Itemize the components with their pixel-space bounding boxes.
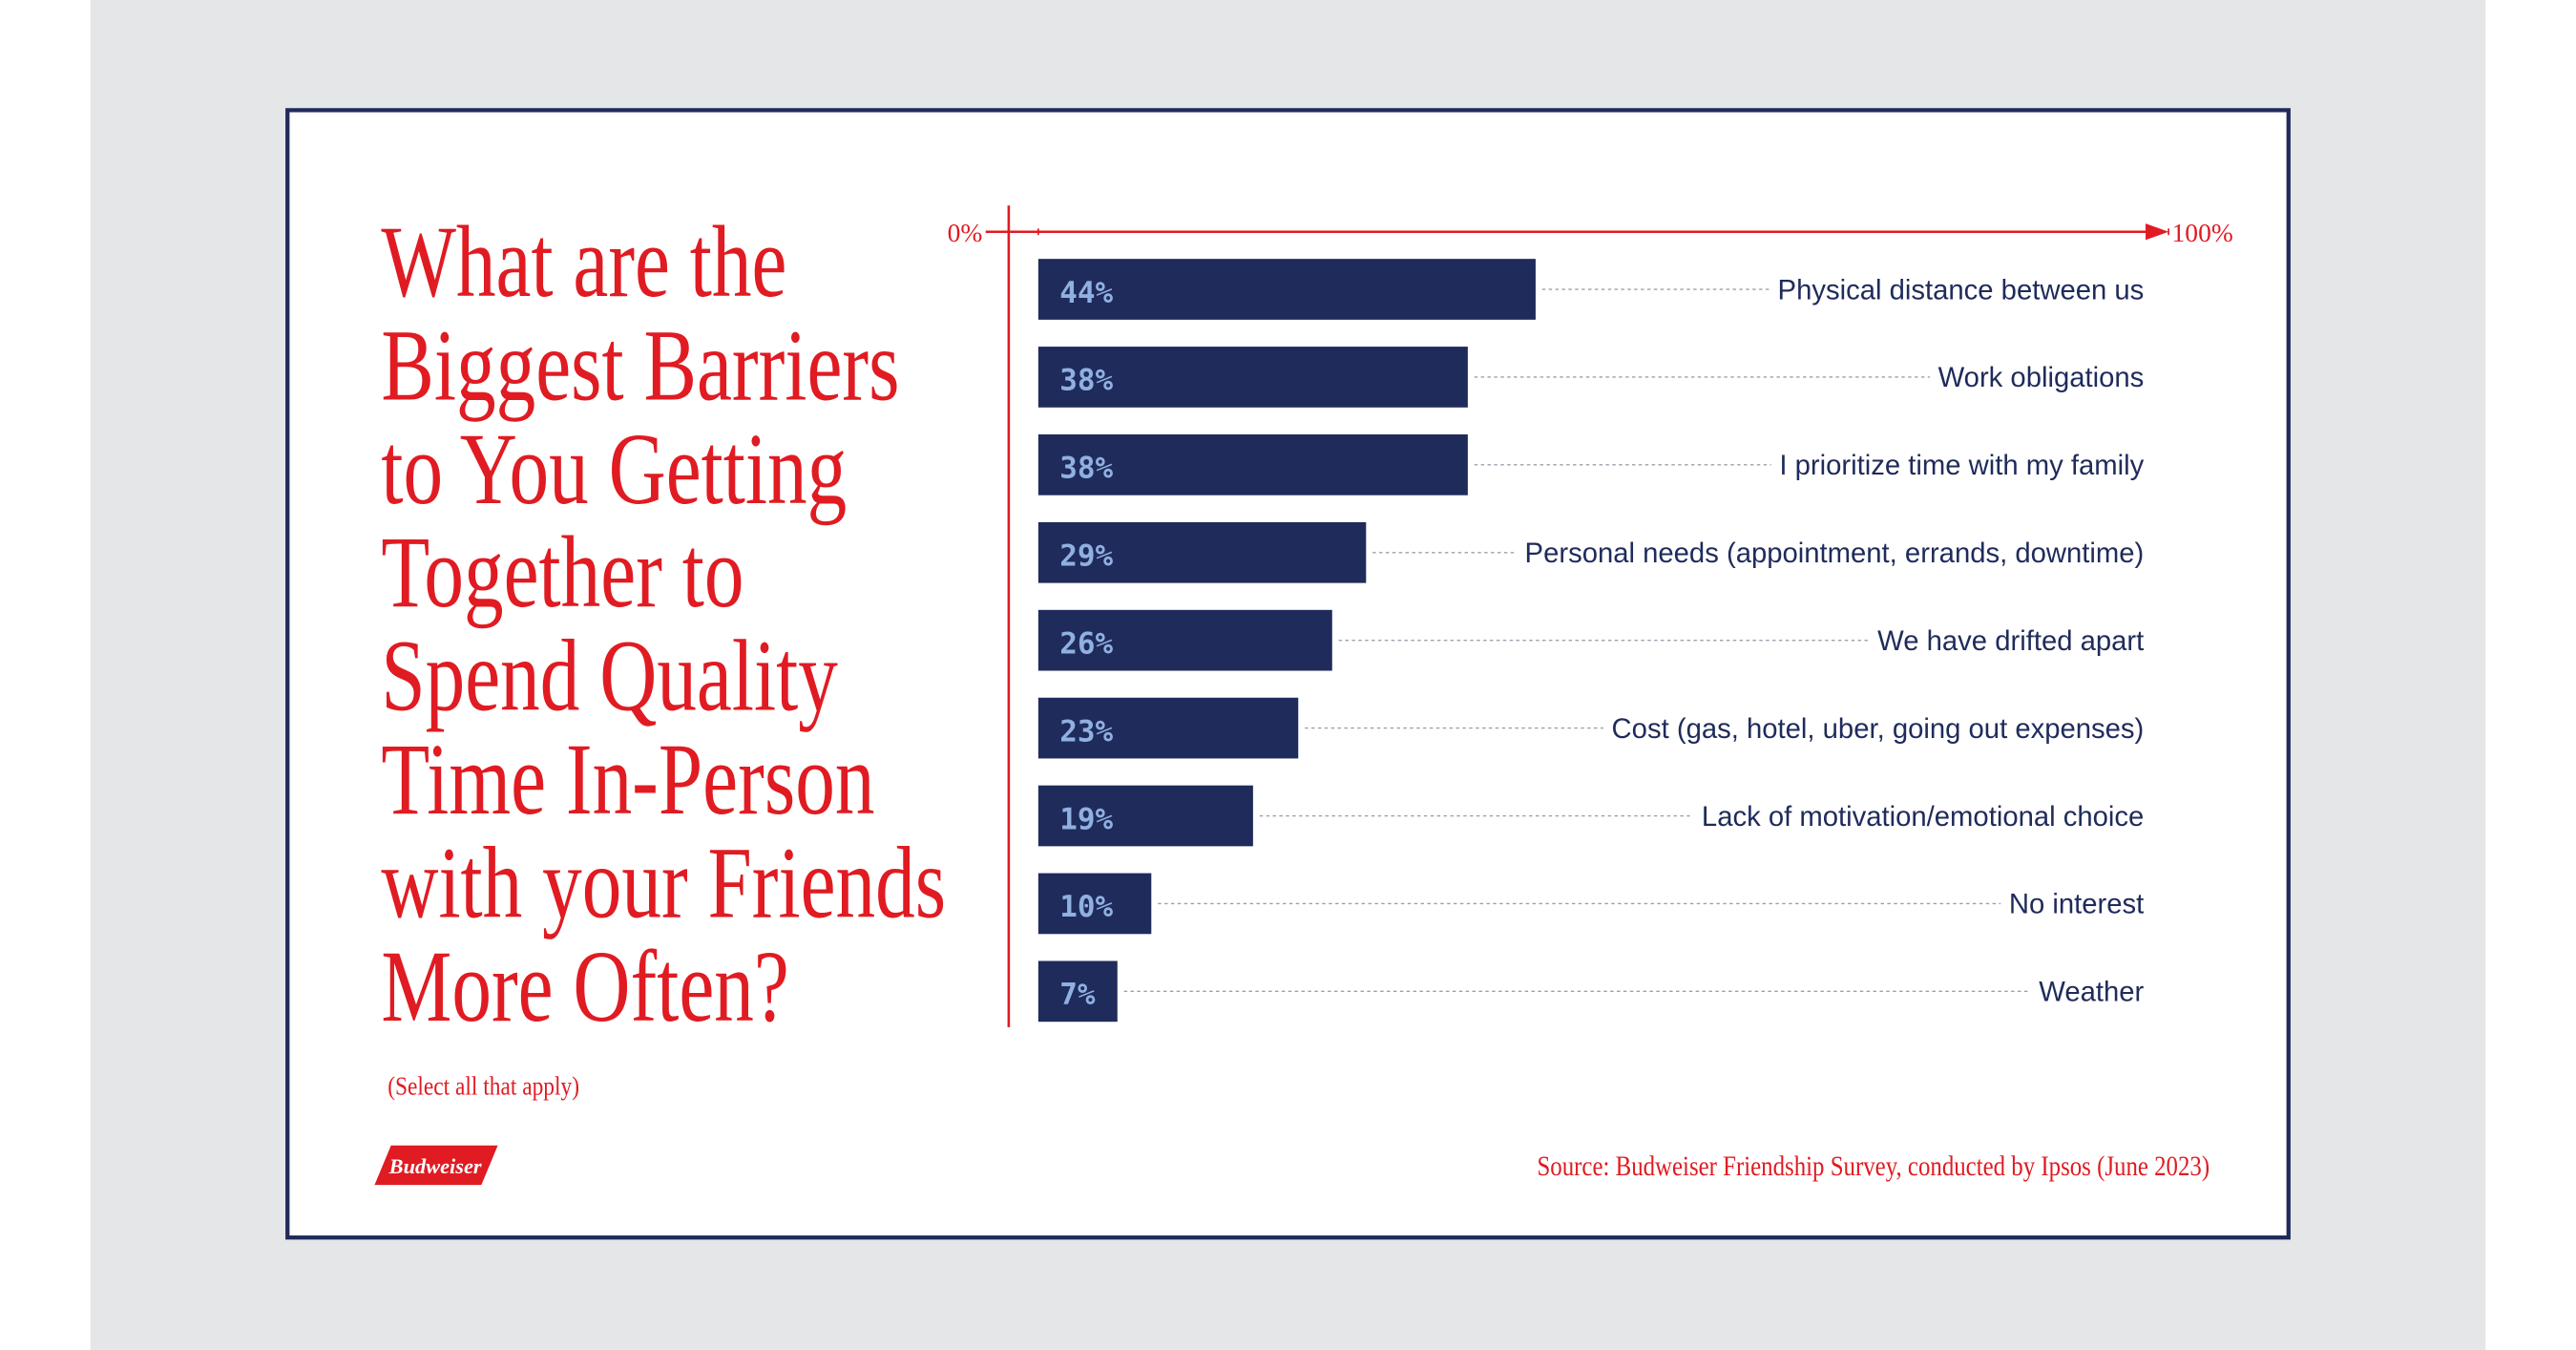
axis-arrow	[2146, 223, 2169, 241]
category-label: Work obligations	[1938, 363, 2145, 393]
value-label: 23%	[1059, 714, 1113, 749]
bar	[1037, 697, 1299, 759]
logo: Budweiser	[388, 1154, 482, 1178]
x-tick-label: 0%	[948, 218, 983, 247]
value-label: 38%	[1059, 364, 1113, 398]
x-tick-label: 100%	[2172, 218, 2233, 247]
logo-shape	[374, 1145, 498, 1186]
value-label: 44%	[1059, 276, 1113, 310]
category-label: I prioritize time with my family	[1779, 451, 2144, 481]
bar	[1037, 347, 1468, 408]
value-label: 29%	[1059, 539, 1113, 574]
value-label: 7%	[1059, 978, 1096, 1012]
category-label: Weather	[2039, 978, 2144, 1008]
title-line: Together to	[381, 516, 743, 628]
title-line: What are the	[381, 205, 786, 318]
title-line: Spend Quality	[381, 620, 838, 732]
title-line: with your Friends	[381, 827, 946, 939]
bar	[1037, 521, 1367, 583]
bar	[1037, 873, 1152, 935]
bar	[1037, 785, 1253, 847]
value-label: 10%	[1059, 890, 1113, 924]
title-line: Time In-Person	[381, 723, 874, 835]
title-line: to You Getting	[381, 412, 847, 525]
value-label: 26%	[1059, 626, 1113, 661]
category-label: No interest	[2009, 890, 2144, 920]
category-label: We have drifted apart	[1877, 626, 2144, 657]
value-label: 38%	[1059, 452, 1113, 486]
bar	[1037, 609, 1332, 671]
bar	[1037, 434, 1468, 496]
category-label: Physical distance between us	[1778, 275, 2145, 306]
category-label: Personal needs (appointment, errands, do…	[1525, 538, 2145, 569]
category-label: Cost (gas, hotel, uber, going out expens…	[1612, 714, 2145, 745]
title-line: Biggest Barriers	[381, 309, 899, 422]
bar	[1037, 259, 1536, 320]
source: Source: Budweiser Friendship Survey, con…	[1537, 1150, 2209, 1181]
title-line: More Often?	[381, 930, 789, 1043]
subtitle: (Select all that apply)	[387, 1071, 579, 1101]
value-label: 19%	[1059, 802, 1113, 836]
category-label: Lack of motivation/emotional choice	[1702, 802, 2144, 833]
bar	[1037, 960, 1118, 1023]
